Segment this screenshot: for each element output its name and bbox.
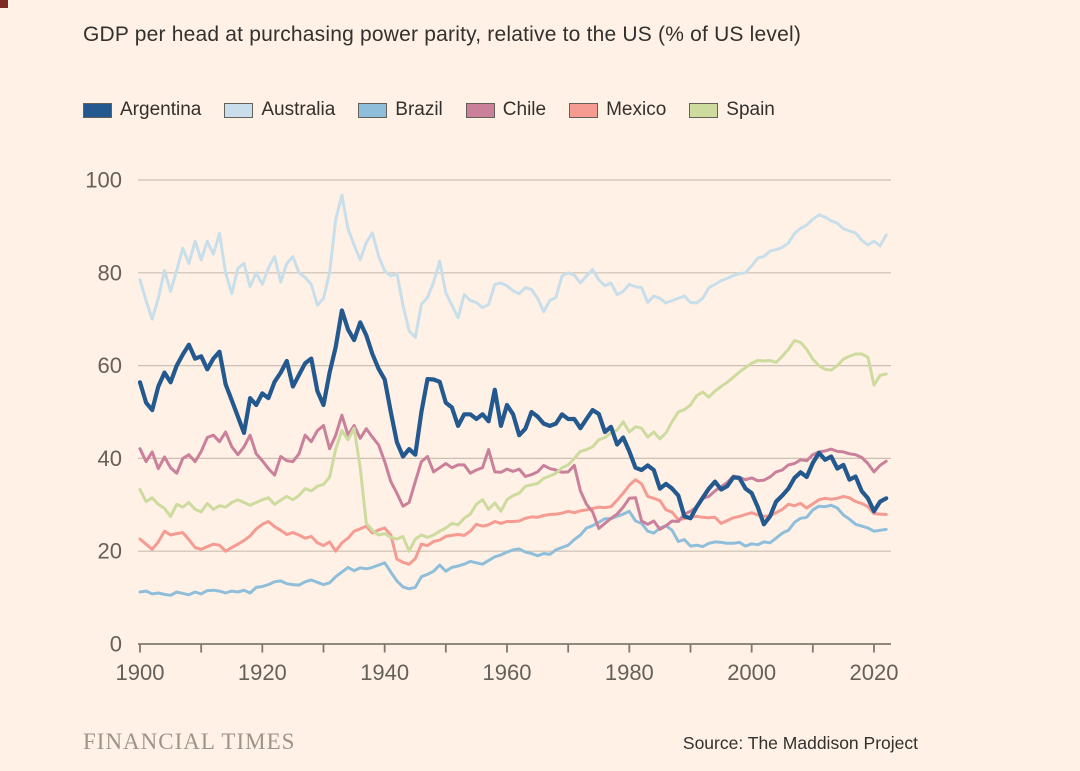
legend-item-spain: Spain — [689, 99, 775, 121]
legend-label-spain: Spain — [726, 99, 775, 120]
x-tick-label-1980: 1980 — [605, 660, 654, 685]
series-line-argentina — [137, 308, 889, 527]
y-tick-label-0: 0 — [110, 632, 122, 657]
x-tick-label-1900: 1900 — [116, 660, 165, 685]
legend-swatch-mexico — [569, 102, 599, 118]
legend-item-brazil: Brazil — [358, 99, 443, 121]
legend-swatch-spain — [689, 102, 719, 118]
x-tick-label-2020: 2020 — [850, 660, 899, 685]
legend-swatch-argentina — [83, 102, 112, 118]
series-line-australia — [138, 193, 888, 339]
y-tick-label-40: 40 — [98, 446, 122, 471]
legend-swatch-brazil — [358, 102, 388, 118]
legend-item-argentina: Argentina — [83, 99, 201, 121]
y-tick-label-100: 100 — [85, 168, 122, 193]
ft-logo: FINANCIAL TIMES — [83, 729, 296, 754]
series-line-spain — [138, 339, 888, 553]
y-tick-label-60: 60 — [98, 353, 122, 378]
y-tick-label-20: 20 — [98, 539, 122, 564]
series-line-brazil — [138, 503, 888, 597]
series-line-chile — [138, 413, 888, 531]
legend-label-brazil: Brazil — [395, 99, 443, 120]
chart-legend: Argentina Australia Brazil Chile Mexico … — [83, 99, 775, 121]
y-tick-label-80: 80 — [98, 260, 122, 285]
legend-label-chile: Chile — [502, 99, 547, 120]
corner-artifact — [0, 0, 8, 8]
source-credit: Source: The Maddison Project — [682, 733, 918, 753]
x-tick-label-1920: 1920 — [238, 660, 287, 685]
legend-swatch-chile — [465, 102, 495, 118]
legend-label-mexico: Mexico — [606, 99, 667, 120]
legend-item-australia: Australia — [224, 99, 335, 121]
chart-title: GDP per head at purchasing power parity,… — [83, 23, 802, 46]
x-tick-label-1940: 1940 — [360, 660, 409, 685]
x-tick-label-1960: 1960 — [483, 660, 532, 685]
legend-item-mexico: Mexico — [569, 99, 666, 121]
legend-item-chile: Chile — [465, 99, 547, 121]
legend-label-argentina: Argentina — [120, 99, 202, 120]
legend-swatch-australia — [224, 102, 254, 118]
legend-label-australia: Australia — [261, 99, 336, 120]
x-tick-label-2000: 2000 — [727, 660, 776, 685]
